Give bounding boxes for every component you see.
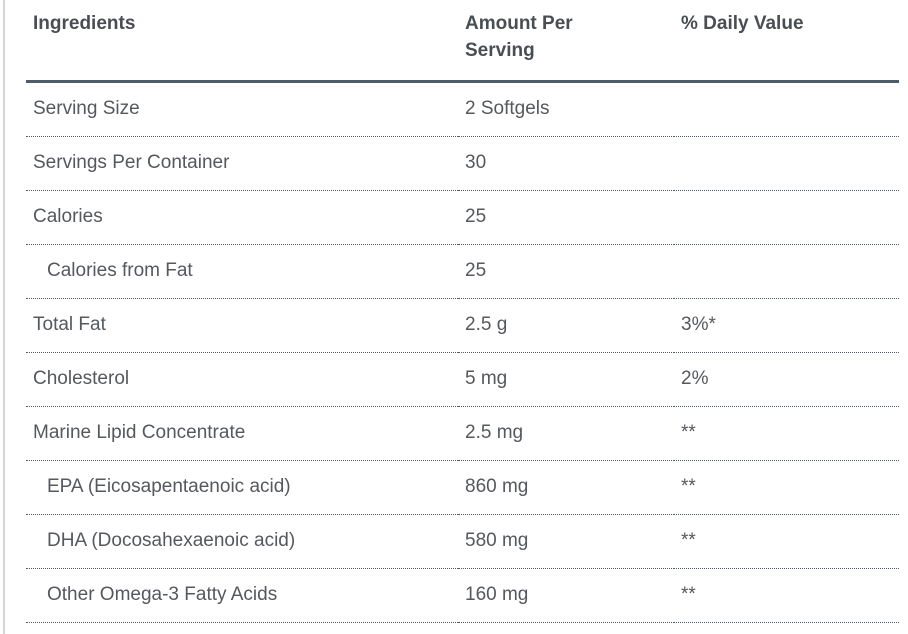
amount-cell: 25 <box>458 244 674 299</box>
ingredient-name-cell: Servings Per Container <box>26 136 458 191</box>
ingredient-name-cell: Total Fat <box>26 298 458 353</box>
table-row: EPA (Eicosapentaenoic acid) 860 mg ** <box>26 460 899 515</box>
ingredient-name-cell: Calories from Fat <box>26 244 458 299</box>
ingredient-name-cell: DHA (Docosahexaenoic acid) <box>26 514 458 569</box>
amount-cell: 2.5 g <box>458 298 674 353</box>
ingredient-name-cell: Calories <box>26 190 458 245</box>
ingredient-name-cell: EPA (Eicosapentaenoic acid) <box>26 460 458 515</box>
daily-value-cell: ** <box>674 514 899 569</box>
daily-value-cell <box>674 190 899 245</box>
amount-cell: 30 <box>458 136 674 191</box>
header-ingredients-label: Ingredients <box>33 13 136 34</box>
header-amount-per-serving-label: Amount Per Serving <box>465 13 573 61</box>
table-row: Serving Size 2 Softgels <box>26 81 899 137</box>
daily-value-cell: ** <box>674 460 899 515</box>
ingredient-name-cell: Cholesterol <box>26 352 458 407</box>
table-row: Cholesterol 5 mg 2% <box>26 352 899 407</box>
header-daily-value-label: % Daily Value <box>681 13 804 34</box>
daily-value-cell <box>674 81 899 137</box>
table-row: Calories from Fat 25 <box>26 244 899 299</box>
daily-value-cell: ** <box>674 568 899 623</box>
ingredient-name-cell: Serving Size <box>26 81 458 137</box>
amount-cell: 860 mg <box>458 460 674 515</box>
daily-value-cell <box>674 136 899 191</box>
daily-value-cell: ** <box>674 406 899 461</box>
table-row: Total Fat 2.5 g 3%* <box>26 298 899 353</box>
table-row: Servings Per Container 30 <box>26 136 899 191</box>
amount-cell: 2.5 mg <box>458 406 674 461</box>
amount-cell: 5 mg <box>458 352 674 407</box>
ingredient-name-cell: Marine Lipid Concentrate <box>26 406 458 461</box>
table-row: Other Omega-3 Fatty Acids 160 mg ** <box>26 568 899 623</box>
amount-cell: 160 mg <box>458 568 674 623</box>
table-row: DHA (Docosahexaenoic acid) 580 mg ** <box>26 514 899 569</box>
daily-value-cell: 2% <box>674 352 899 407</box>
header-amount-per-serving: Amount Per Serving <box>458 0 674 83</box>
daily-value-cell: 3%* <box>674 298 899 353</box>
table-row: Calories 25 <box>26 190 899 245</box>
left-edge-divider <box>3 0 5 634</box>
daily-value-cell <box>674 244 899 299</box>
table-body: Serving Size 2 Softgels Servings Per Con… <box>26 81 899 623</box>
table-header: Ingredients Amount Per Serving % Daily V… <box>26 0 899 83</box>
supplement-facts-table: Ingredients Amount Per Serving % Daily V… <box>26 0 899 623</box>
amount-cell: 2 Softgels <box>458 81 674 137</box>
table-row: Marine Lipid Concentrate 2.5 mg ** <box>26 406 899 461</box>
header-ingredients: Ingredients <box>26 0 458 83</box>
header-row: Ingredients Amount Per Serving % Daily V… <box>26 0 899 83</box>
header-daily-value: % Daily Value <box>674 0 899 83</box>
amount-cell: 25 <box>458 190 674 245</box>
ingredient-name-cell: Other Omega-3 Fatty Acids <box>26 568 458 623</box>
amount-cell: 580 mg <box>458 514 674 569</box>
